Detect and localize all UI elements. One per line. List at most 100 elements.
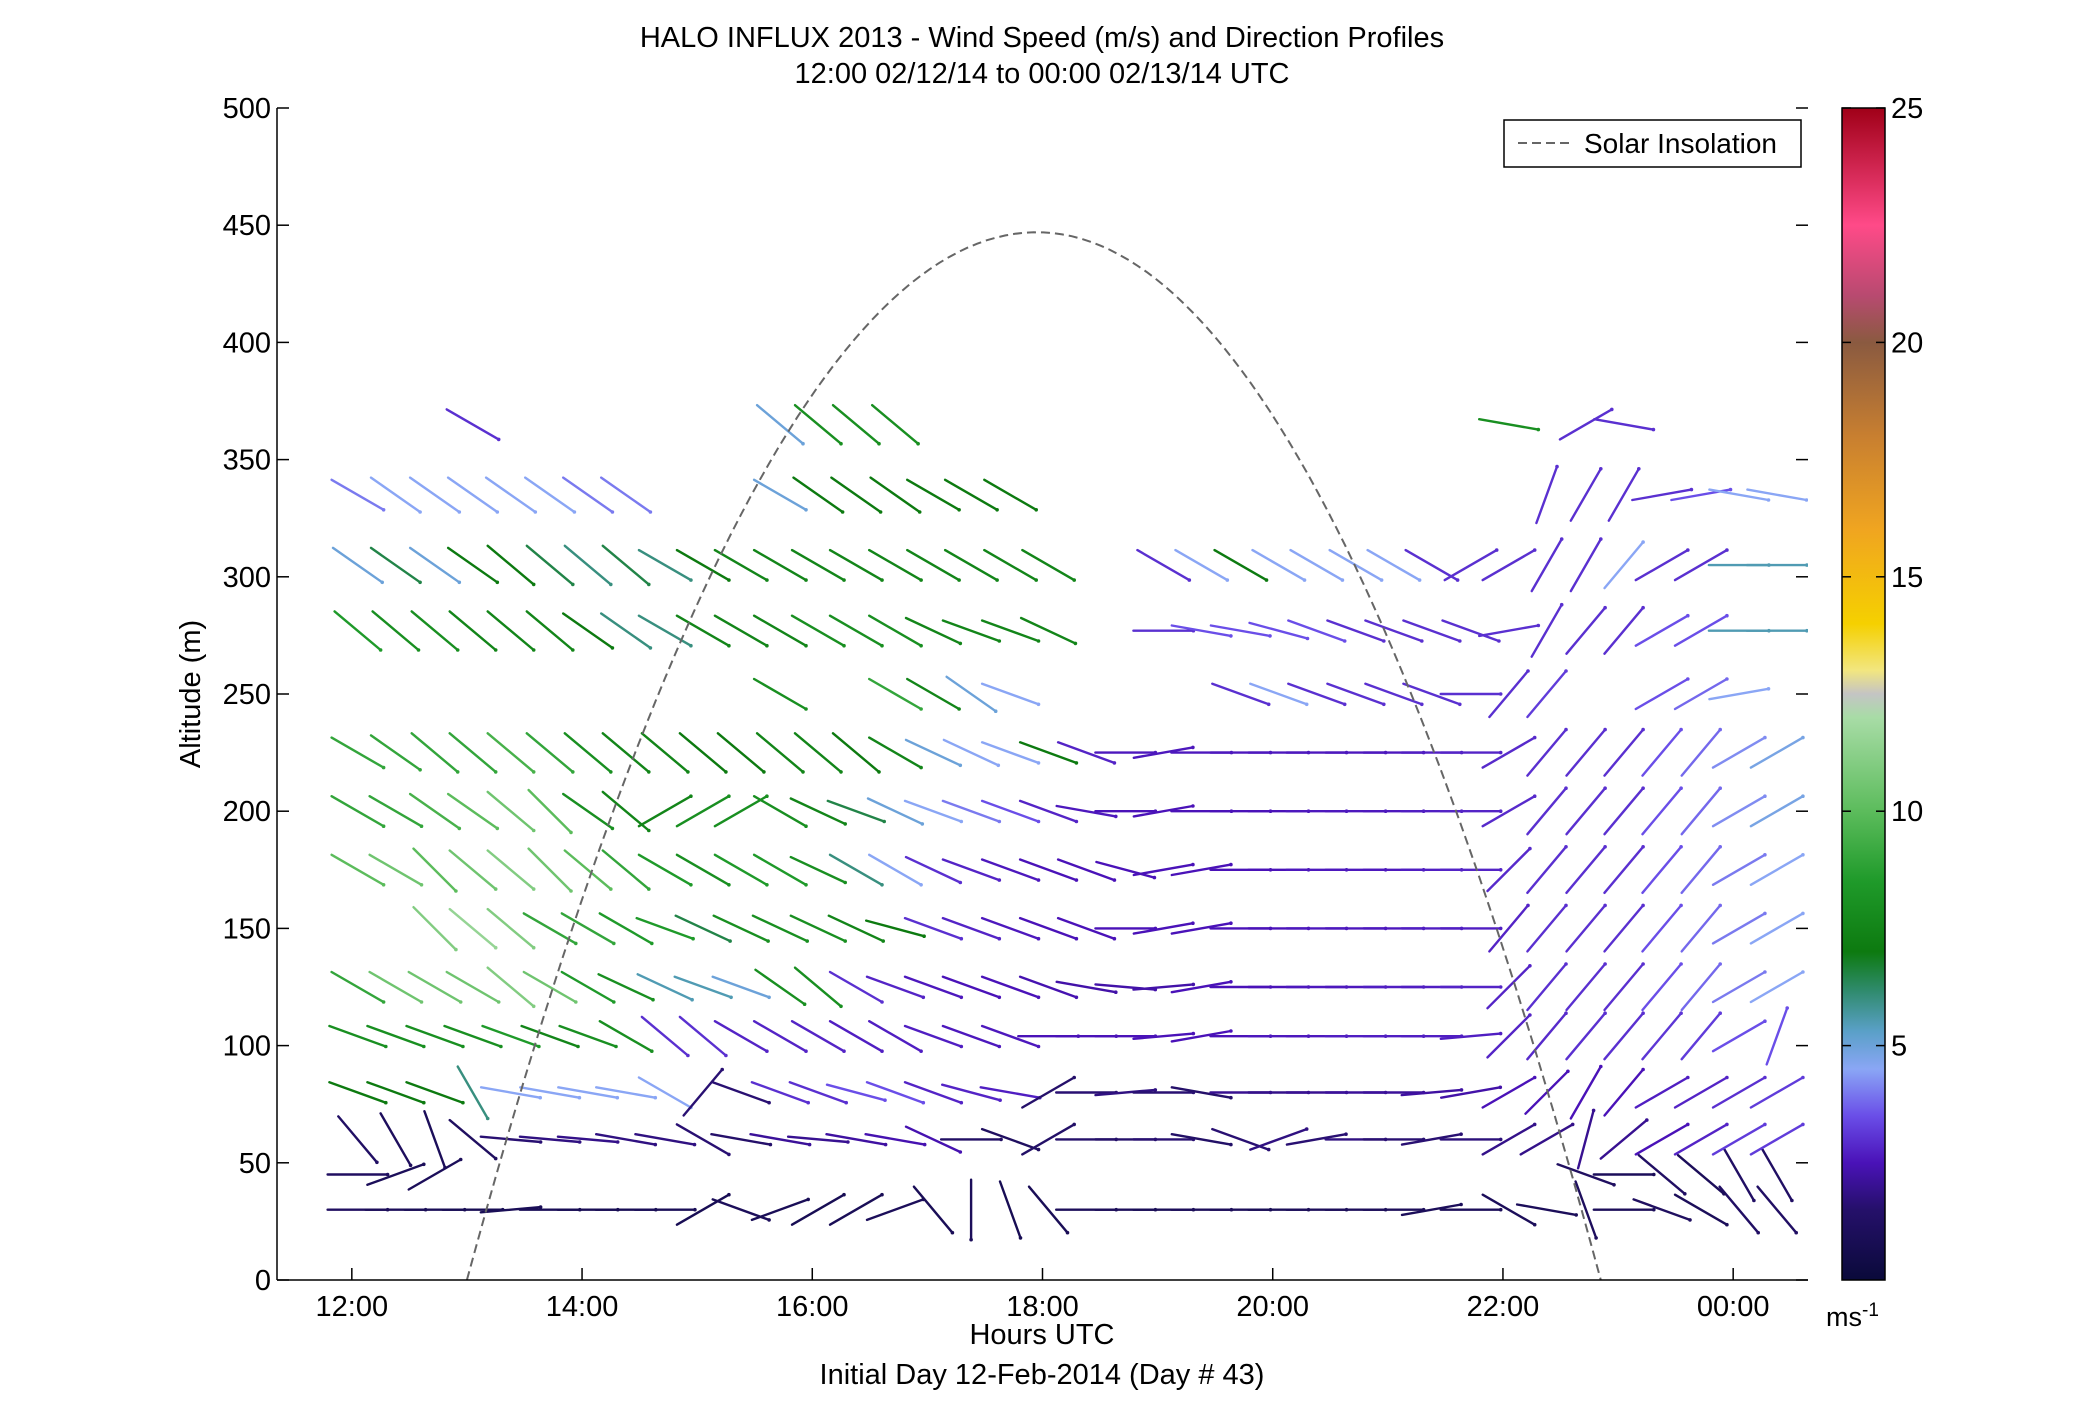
wind-vector: [1364, 682, 1424, 706]
wind-vector: [1477, 624, 1540, 638]
wind-vector-head: [995, 578, 999, 582]
wind-vector-head: [493, 887, 498, 891]
wind-vector-head: [1036, 761, 1041, 765]
wind-vector-head: [1264, 578, 1269, 582]
wind-vector: [1170, 922, 1233, 935]
wind-vector-head: [384, 1100, 388, 1105]
wind-vector-head: [1112, 761, 1117, 765]
wind-vector-head: [1459, 1088, 1464, 1092]
wind-vector-head: [804, 824, 808, 828]
wind-vector: [828, 1193, 884, 1226]
wind-vector: [1556, 1163, 1616, 1187]
wind-vector-head: [1112, 878, 1117, 882]
wind-vector-head: [1526, 903, 1530, 908]
wind-vector-head: [1603, 605, 1607, 610]
y-tick-label: 0: [255, 1265, 271, 1297]
wind-vector: [1641, 962, 1683, 1012]
wind-vector: [1018, 975, 1078, 999]
wind-vector-head: [957, 508, 961, 512]
wind-vector: [1526, 1012, 1568, 1061]
wind-vector-head: [805, 939, 809, 943]
wind-vector: [790, 614, 846, 647]
wind-vector-head: [1570, 1122, 1575, 1127]
wind-vector: [1519, 1123, 1574, 1156]
wind-vector: [793, 966, 843, 1008]
wind-vector-head: [1536, 623, 1541, 628]
wind-vector: [1673, 677, 1729, 711]
wind-vector: [479, 1086, 542, 1099]
wind-vector: [1569, 467, 1603, 522]
wind-vector-head: [1532, 794, 1537, 798]
wind-vector: [1634, 1076, 1690, 1109]
wind-vector: [1526, 787, 1568, 836]
wind-vector: [635, 916, 695, 940]
wind-vector-head: [1342, 702, 1347, 707]
wind-vector-head: [1641, 845, 1645, 849]
wind-vector: [379, 1112, 412, 1167]
wind-vector-head: [995, 508, 999, 512]
wind-vector-head: [1304, 1127, 1309, 1131]
wind-vector-head: [1728, 487, 1733, 492]
wind-vector-head: [1458, 639, 1462, 643]
wind-vector: [864, 1132, 926, 1146]
wind-vector: [713, 853, 769, 886]
wind-vector: [597, 973, 655, 1001]
wind-vector: [868, 548, 923, 582]
wind-vector: [1535, 465, 1559, 525]
wind-vector-head: [959, 1100, 964, 1105]
wind-vector-head: [1801, 911, 1805, 916]
wind-vector: [1515, 1203, 1578, 1217]
wind-vector-head: [1555, 464, 1559, 469]
wind-vector-head: [917, 510, 922, 514]
wind-vector-head: [806, 1197, 810, 1202]
wind-vector: [752, 548, 808, 582]
wind-vector-head: [727, 578, 731, 582]
wind-vector-head: [1652, 1172, 1656, 1177]
wind-vector-head: [609, 887, 613, 891]
wind-vector: [486, 849, 535, 891]
wind-vector-head: [1641, 962, 1645, 966]
wind-vector-head: [1564, 1011, 1568, 1015]
colorbar-tick-label: 20: [1891, 327, 1923, 359]
wind-vector-head: [922, 934, 926, 938]
wind-vector: [486, 544, 535, 586]
y-tick-label: 100: [223, 1031, 271, 1063]
wind-vector: [1170, 1029, 1233, 1043]
wind-vector-head: [1645, 1118, 1649, 1122]
wind-vector-head: [1763, 970, 1767, 974]
wind-vector-head: [612, 941, 616, 946]
wind-vector-head: [1498, 868, 1503, 872]
wind-vector-head: [1612, 1183, 1616, 1187]
wind-vector: [998, 1180, 1022, 1240]
wind-vector-head: [1034, 578, 1038, 582]
wind-vector-head: [422, 1162, 426, 1167]
wind-vector: [1211, 682, 1270, 706]
wind-vector-head: [921, 1100, 926, 1105]
wind-vector-head: [997, 878, 1002, 882]
wind-vector: [675, 795, 731, 828]
wind-vector: [486, 610, 535, 652]
wind-vector-head: [1763, 853, 1767, 857]
wind-vector-head: [689, 578, 693, 582]
wind-vector-head: [804, 883, 808, 887]
wind-vector-head: [571, 648, 575, 652]
wind-vector-head: [1679, 962, 1683, 966]
wind-vector: [527, 847, 573, 893]
wind-vector: [1673, 614, 1729, 647]
wind-vector-head: [686, 770, 690, 774]
wind-vector: [479, 1205, 542, 1214]
wind-vector-head: [807, 1142, 812, 1147]
wind-vector: [636, 973, 694, 1001]
wind-vector-head: [609, 770, 613, 774]
wind-vector: [405, 1080, 465, 1104]
wind-vector-head: [919, 707, 923, 711]
wind-vector: [828, 548, 884, 582]
wind-vector-head: [1036, 639, 1041, 643]
wind-vector: [1711, 912, 1767, 945]
wind-vector: [1132, 983, 1195, 991]
wind-vector: [446, 546, 499, 584]
wind-vector-head: [919, 765, 923, 770]
wind-vector-head: [1072, 1122, 1076, 1127]
wind-vector-head: [1459, 1202, 1463, 1207]
wind-vector: [1711, 795, 1767, 828]
